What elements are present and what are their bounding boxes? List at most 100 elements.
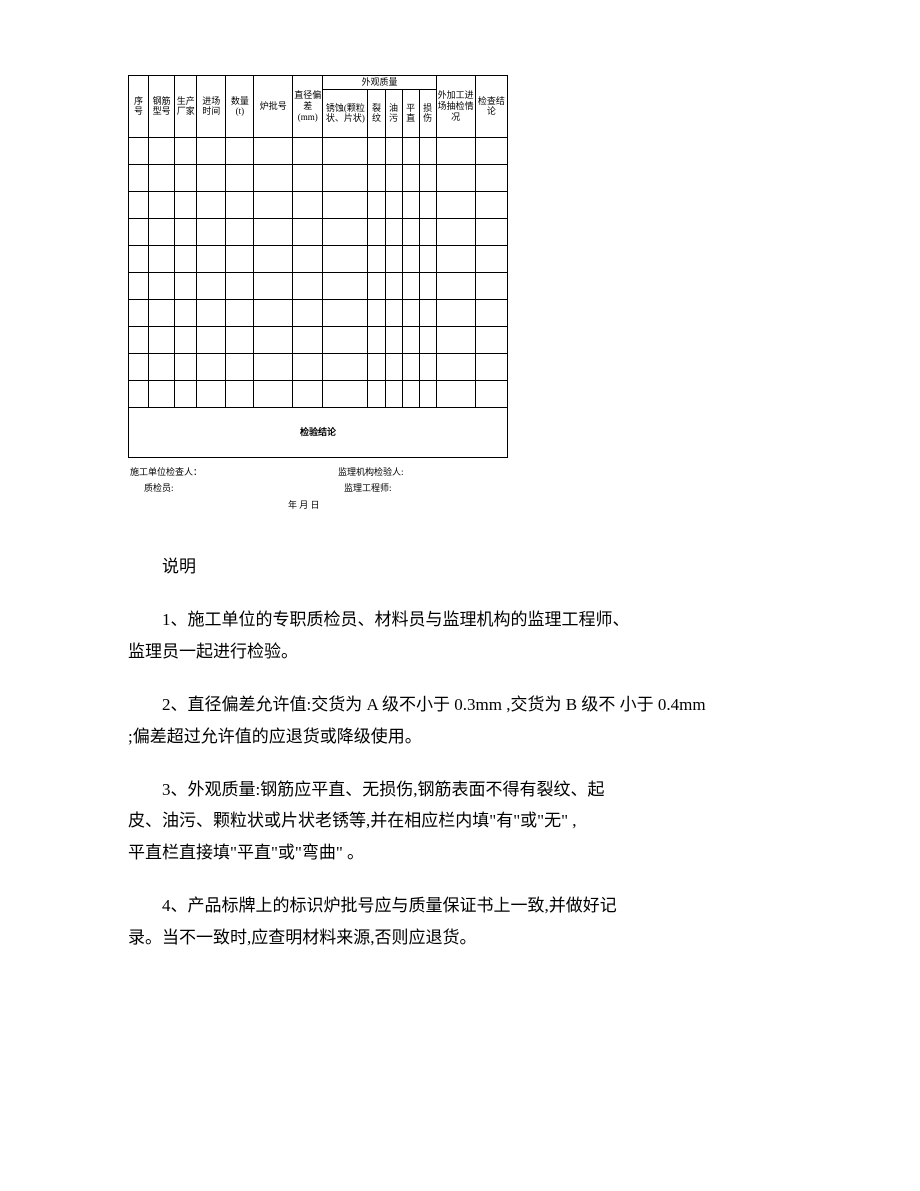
sig-construction-inspector: 施工单位检查人： [130, 464, 202, 480]
table-cell [436, 164, 475, 191]
table-cell [226, 137, 254, 164]
sig-qc: 质检员: [130, 480, 202, 496]
table-cell [368, 326, 385, 353]
note-1: 1、施工单位的专职质检员、材料员与监理机构的监理工程师、 监理员一起进行检验。 [128, 604, 830, 667]
table-cell [197, 191, 226, 218]
table-cell [402, 380, 419, 407]
sig-date: 年 月 日 [288, 498, 320, 511]
col-oil: 油污 [385, 89, 402, 137]
notes-title: 说明 [128, 551, 830, 582]
table-cell [419, 164, 436, 191]
table-cell [436, 245, 475, 272]
table-cell [419, 326, 436, 353]
table-cell [149, 164, 175, 191]
col-straight: 平直 [402, 89, 419, 137]
table-cell [323, 353, 368, 380]
header-row-1: 序号 钢筋型号 生产厂家 进场时间 数量(t) 炉批号 直径偏差(mm) 外观质… [129, 76, 508, 90]
table-cell [475, 299, 507, 326]
col-crack: 裂纹 [368, 89, 385, 137]
table-cell [226, 272, 254, 299]
table-cell [419, 299, 436, 326]
table-cell [254, 164, 293, 191]
table-cell [436, 272, 475, 299]
table-row [129, 272, 508, 299]
table-row [129, 353, 508, 380]
note-2-line1: 2、直径偏差允许值:交货为 A 级不小于 0.3mm ,交货为 B 级不 小于 … [128, 689, 830, 720]
table-row [129, 245, 508, 272]
table-cell [149, 218, 175, 245]
note-4: 4、产品标牌上的标识炉批号应与质量保证书上一致,并做好记 录。当不一致时,应查明… [128, 890, 830, 953]
table-cell [293, 353, 323, 380]
table-cell [402, 137, 419, 164]
col-qty: 数量(t) [226, 76, 254, 138]
table-row [129, 191, 508, 218]
table-cell [385, 137, 402, 164]
table-row [129, 137, 508, 164]
table-cell [293, 218, 323, 245]
table-cell [129, 326, 149, 353]
notes-section: 说明 1、施工单位的专职质检员、材料员与监理机构的监理工程师、 监理员一起进行检… [128, 551, 830, 953]
table-cell [254, 137, 293, 164]
table-cell [475, 218, 507, 245]
note-2-line2: ;偏差超过允许值的应退货或降级使用。 [128, 721, 830, 752]
table-cell [254, 272, 293, 299]
table-cell [197, 137, 226, 164]
table-cell [197, 299, 226, 326]
note-3-line1: 3、外观质量:钢筋应平直、无损伤,钢筋表面不得有裂纹、起 [128, 774, 830, 805]
col-maker: 生产厂家 [175, 76, 197, 138]
table-cell [385, 245, 402, 272]
table-cell [368, 191, 385, 218]
table-cell [226, 326, 254, 353]
table-body [129, 137, 508, 407]
sig-supervision-engineer: 监理工程师: [338, 480, 404, 496]
table-cell [129, 380, 149, 407]
table-cell [402, 299, 419, 326]
table-cell [323, 218, 368, 245]
table-cell [436, 299, 475, 326]
table-cell [226, 164, 254, 191]
table-cell [385, 272, 402, 299]
table-cell [368, 245, 385, 272]
table-cell [385, 218, 402, 245]
table-cell [175, 137, 197, 164]
col-result: 检查结论 [475, 76, 507, 138]
table-cell [368, 299, 385, 326]
table-cell [385, 299, 402, 326]
table-cell [129, 218, 149, 245]
table-cell [254, 380, 293, 407]
table-cell [254, 299, 293, 326]
table-cell [175, 164, 197, 191]
table-cell [475, 164, 507, 191]
table-cell [197, 245, 226, 272]
table-cell [149, 272, 175, 299]
table-cell [293, 245, 323, 272]
sig-right-block: 监理机构检验人: 监理工程师: [338, 464, 404, 496]
table-cell [149, 191, 175, 218]
table-cell [129, 164, 149, 191]
table-row [129, 299, 508, 326]
table-cell [323, 380, 368, 407]
table-cell [436, 191, 475, 218]
table-cell [226, 380, 254, 407]
inspection-form-table-wrap: 序号 钢筋型号 生产厂家 进场时间 数量(t) 炉批号 直径偏差(mm) 外观质… [128, 75, 508, 513]
table-row [129, 164, 508, 191]
table-cell [175, 191, 197, 218]
table-cell [436, 380, 475, 407]
table-cell [402, 326, 419, 353]
table-cell [368, 218, 385, 245]
table-cell [368, 272, 385, 299]
table-cell [175, 272, 197, 299]
table-cell [293, 326, 323, 353]
table-cell [197, 380, 226, 407]
col-batch: 炉批号 [254, 76, 293, 138]
table-cell [475, 245, 507, 272]
note-3-line2: 皮、油污、颗粒状或片状老锈等,并在相应栏内填"有"或"无" , [128, 805, 830, 836]
table-cell [197, 218, 226, 245]
col-appearance-group: 外观质量 [323, 76, 436, 90]
table-cell [436, 326, 475, 353]
table-cell [419, 218, 436, 245]
table-cell [385, 326, 402, 353]
table-cell [436, 353, 475, 380]
table-cell [323, 164, 368, 191]
table-cell [293, 191, 323, 218]
